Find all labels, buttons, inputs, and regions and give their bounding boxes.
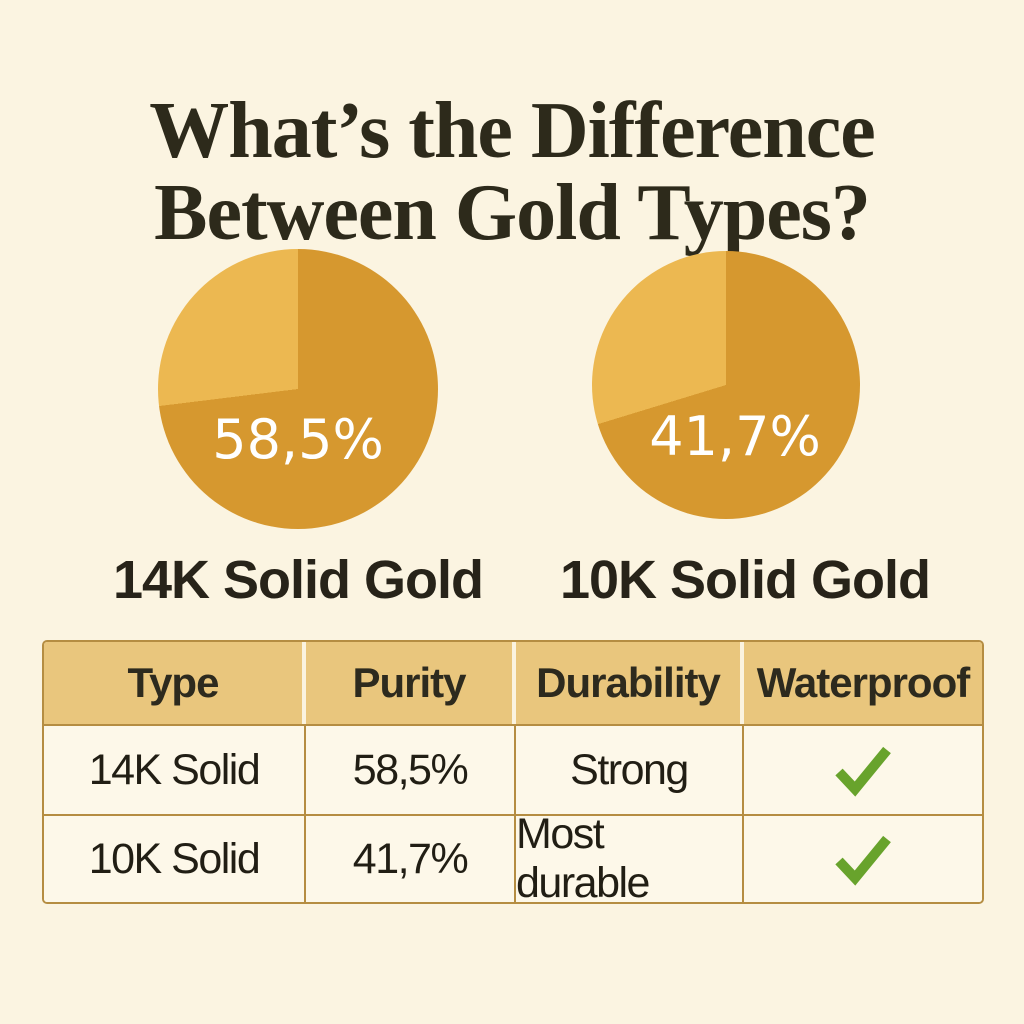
- table-header-type: Type: [44, 642, 306, 724]
- table-cell-purity-10k: 41,7%: [306, 814, 516, 902]
- page-title-line-2: Between Gold Types?: [154, 168, 871, 257]
- comparison-table: Type Purity Durability Waterproof 14K So…: [42, 640, 984, 904]
- green-check-icon: [835, 835, 891, 886]
- table-cell-durability-14k: Strong: [516, 724, 744, 814]
- table-cell-purity-14k: 58,5%: [306, 724, 516, 814]
- pie-value-label-10k: 41,7%: [649, 405, 821, 468]
- table-cell-waterproof-10k: [744, 814, 982, 902]
- table-cell-waterproof-14k: [744, 724, 982, 814]
- table-cell-durability-10k: Most durable: [516, 810, 744, 902]
- pie-chart-caption-14k: 14K Solid Gold: [112, 550, 484, 610]
- table-header-durability: Durability: [516, 642, 744, 724]
- page-title: What’s the Difference Between Gold Types…: [0, 90, 1024, 254]
- green-check-icon: [835, 746, 891, 797]
- pie-chart-10k-solid-gold: 41,7%: [592, 251, 860, 519]
- table-cell-type-14k: 14K Solid: [44, 724, 306, 814]
- pie-value-label-14k: 58,5%: [212, 408, 384, 471]
- table-header-purity: Purity: [306, 642, 516, 724]
- pie-chart-14k-solid-gold: 58,5%: [158, 249, 438, 529]
- table-cell-type-10k: 10K Solid: [44, 814, 306, 902]
- pie-chart-caption-10k: 10K Solid Gold: [559, 550, 931, 610]
- table-header-waterproof: Waterproof: [744, 642, 982, 724]
- page-title-line-1: What’s the Difference: [149, 86, 875, 175]
